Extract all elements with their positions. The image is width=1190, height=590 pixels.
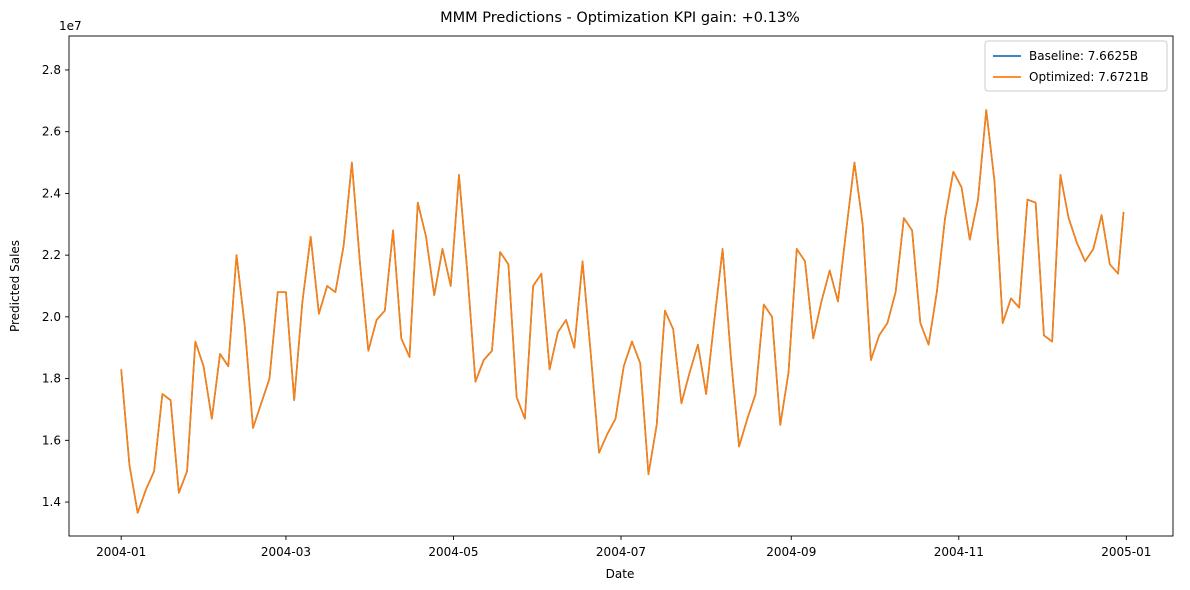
- x-tick-label: 2004-09: [766, 545, 816, 559]
- series-line-2: [120, 109, 1125, 514]
- x-tick-label: 2005-01: [1101, 545, 1151, 559]
- y-tick-label: 2.2: [42, 248, 61, 262]
- x-tick-label: 2004-07: [596, 545, 646, 559]
- x-axis-label: Date: [606, 567, 635, 581]
- x-tick-label: 2004-01: [96, 545, 146, 559]
- legend-box: [984, 40, 1168, 92]
- y-tick-label: 1.8: [42, 372, 61, 386]
- x-tick-label: 2004-03: [261, 545, 311, 559]
- y-axis-multiplier: 1e7: [59, 19, 82, 33]
- y-tick-label: 2.0: [42, 310, 61, 324]
- y-tick-label: 1.6: [42, 433, 61, 447]
- legend: Baseline: 7.6625B Optimized: 7.6721B: [984, 40, 1168, 92]
- legend-label-1: Baseline: 7.6625B: [1029, 49, 1138, 63]
- y-tick-label: 2.8: [42, 63, 61, 77]
- y-tick-label: 2.4: [42, 186, 61, 200]
- x-tick-label: 2004-05: [428, 545, 478, 559]
- series-layer: [120, 109, 1125, 514]
- axes-layer: 2004-01 2004-03 2004-05 2004-07 2004-09 2004-…: [42, 35, 1174, 559]
- legend-label-2: Optimized: 7.6721B: [1029, 70, 1149, 84]
- series-line-1: [120, 109, 1125, 514]
- x-tick-label: 2004-11: [934, 545, 984, 559]
- y-tick-label: 2.6: [42, 125, 61, 139]
- y-axis-label: Predicted Sales: [8, 240, 22, 332]
- y-tick-label: 1.4: [42, 495, 61, 509]
- chart-title: MMM Predictions - Optimization KPI gain:…: [440, 10, 800, 26]
